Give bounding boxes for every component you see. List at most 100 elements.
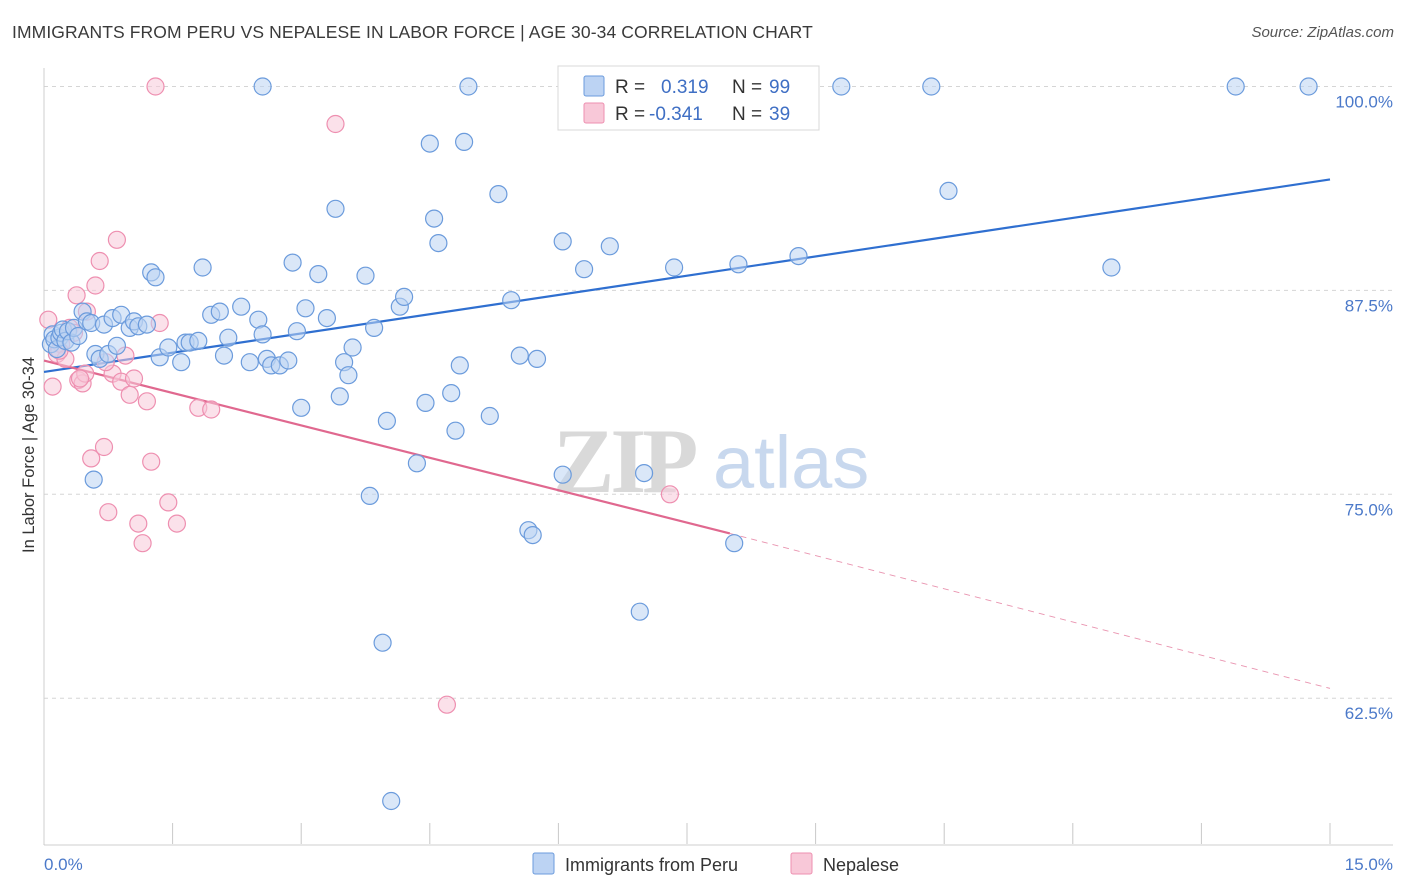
peru-point xyxy=(407,454,426,473)
peru-point xyxy=(339,366,358,385)
stats-legend: R = 0.319 N = 99 R = -0.341 N = 39 xyxy=(557,65,820,131)
nepalese-point xyxy=(90,251,109,271)
legend-r-value-peru: 0.319 xyxy=(661,77,709,98)
series-legend-swatch-peru xyxy=(532,852,555,875)
peru-point xyxy=(373,633,392,652)
peru-point xyxy=(146,268,165,287)
peru-point xyxy=(365,318,384,337)
peru-point xyxy=(1299,77,1318,96)
y-tick-label: 62.5% xyxy=(1345,704,1393,723)
peru-point xyxy=(480,406,499,426)
peru-point xyxy=(210,302,229,321)
peru-point xyxy=(69,326,88,346)
y-axis-title: In Labor Force | Age 30-34 xyxy=(20,357,38,553)
nepalese-point xyxy=(437,695,456,714)
peru-point xyxy=(292,398,311,417)
nepalese-point xyxy=(137,392,156,411)
nepalese-points xyxy=(39,77,680,714)
peru-points xyxy=(41,77,1318,811)
legend-r-label-nepalese: R = xyxy=(615,104,645,125)
nepalese-point xyxy=(660,485,680,504)
watermark: ZIP atlas xyxy=(553,410,869,512)
peru-point xyxy=(455,132,474,151)
peru-point xyxy=(326,199,345,218)
peru-point xyxy=(416,393,435,412)
peru-point xyxy=(429,234,448,253)
legend-n-label-peru: N = xyxy=(732,77,762,98)
peru-point xyxy=(296,299,315,318)
nepalese-point xyxy=(146,77,165,96)
nepalese-point xyxy=(43,377,62,396)
peru-point xyxy=(442,384,461,403)
peru-point xyxy=(137,315,156,334)
nepalese-point xyxy=(129,514,148,533)
nepalese-point xyxy=(70,369,90,388)
axes xyxy=(43,68,1393,846)
peru-point xyxy=(240,353,259,372)
y-tick-label: 100.0% xyxy=(1335,92,1393,111)
trendline-nepalese xyxy=(43,359,731,535)
peru-point xyxy=(279,351,298,370)
trendline-nepalese-extension xyxy=(729,532,1331,689)
nepalese-point xyxy=(133,534,152,553)
source-label: Source: ZipAtlas.com xyxy=(1251,24,1394,41)
peru-point xyxy=(395,287,414,306)
nepalese-point xyxy=(107,230,127,249)
peru-point xyxy=(309,265,328,284)
nepalese-point xyxy=(67,286,86,305)
peru-point xyxy=(232,297,251,316)
legend-n-value-peru: 99 xyxy=(769,77,790,98)
nepalese-point xyxy=(326,114,345,134)
peru-point xyxy=(283,253,302,272)
y-tick-label: 75.0% xyxy=(1345,500,1393,519)
peru-point xyxy=(425,209,444,228)
peru-point xyxy=(939,181,958,200)
nepalese-point xyxy=(167,514,186,533)
nepalese-point xyxy=(202,400,221,419)
peru-point xyxy=(489,185,508,204)
peru-point xyxy=(343,338,362,357)
peru-point xyxy=(527,349,547,368)
peru-point xyxy=(189,331,208,350)
peru-point xyxy=(523,525,542,545)
peru-point xyxy=(219,328,238,347)
peru-point xyxy=(193,258,212,277)
peru-point xyxy=(253,325,272,344)
peru-point xyxy=(553,465,572,484)
nepalese-point xyxy=(82,449,101,468)
nepalese-point xyxy=(142,452,161,471)
nepalese-point xyxy=(99,503,118,522)
peru-point xyxy=(172,353,191,372)
y-tick-labels: 100.0% 87.5% 75.0% 62.5% xyxy=(1335,92,1393,723)
peru-point xyxy=(214,346,234,365)
peru-point xyxy=(287,322,306,341)
legend-r-label-peru: R = xyxy=(615,77,645,98)
legend-n-label-nepalese: N = xyxy=(732,104,762,125)
series-legend-label-nepalese: Nepalese xyxy=(823,855,899,875)
peru-point xyxy=(574,260,594,279)
nepalese-point xyxy=(159,493,178,512)
peru-point xyxy=(446,421,465,440)
peru-point xyxy=(253,77,272,96)
peru-point xyxy=(84,470,103,489)
peru-point xyxy=(832,77,851,96)
peru-point xyxy=(553,232,572,251)
peru-point xyxy=(922,77,941,96)
nepalese-point xyxy=(124,369,144,388)
legend-swatch-nepalese xyxy=(583,102,605,124)
legend-r-value-nepalese: -0.341 xyxy=(649,104,703,125)
peru-point xyxy=(159,338,178,357)
peru-point xyxy=(725,534,744,553)
peru-point xyxy=(107,336,127,355)
peru-point xyxy=(382,791,401,811)
peru-point xyxy=(330,387,349,406)
nepalese-point xyxy=(120,385,139,404)
peru-point xyxy=(634,464,654,483)
legend-n-value-nepalese: 39 xyxy=(769,104,790,125)
x-tick-label-right: 15.0% xyxy=(1345,855,1393,874)
peru-point xyxy=(789,247,808,266)
watermark-atlas: atlas xyxy=(713,421,869,504)
peru-point xyxy=(729,255,748,274)
chart-title: IMMIGRANTS FROM PERU VS NEPALESE IN LABO… xyxy=(12,22,813,42)
